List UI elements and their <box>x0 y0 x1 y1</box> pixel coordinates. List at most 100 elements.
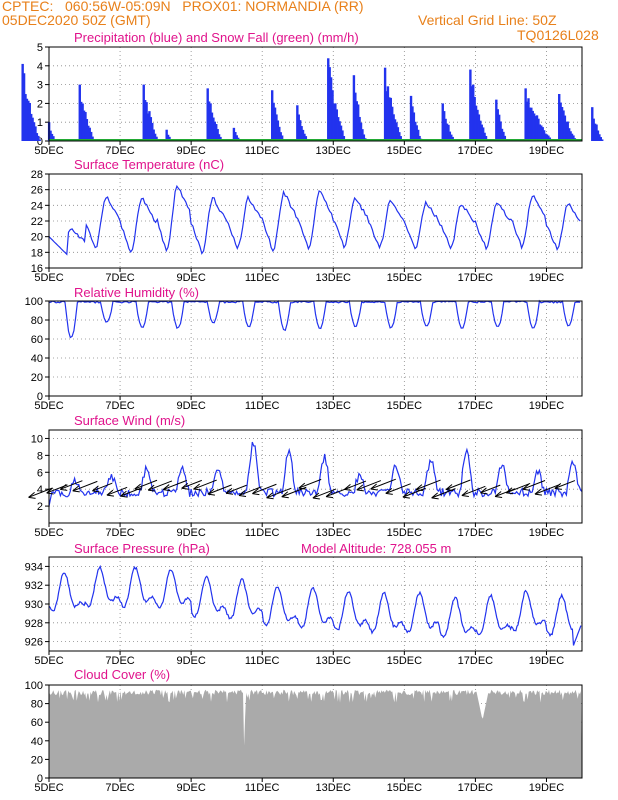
precip-bar <box>503 135 507 141</box>
precip-bar <box>91 136 94 141</box>
precip-bar <box>25 98 29 141</box>
precip-bar <box>142 84 145 141</box>
precip-bar <box>206 88 209 141</box>
wind-arrow-head <box>266 492 274 500</box>
temperature-ytick-label: 28 <box>31 169 43 181</box>
precip-bar <box>298 120 302 141</box>
humidity-xtick-label: 15DEC <box>387 400 423 412</box>
wind-arrow <box>505 482 531 494</box>
wind-arrow-head <box>461 490 469 497</box>
precip-bar <box>278 126 281 141</box>
pressure-xtick-label: 15DEC <box>387 655 423 667</box>
precip-bar <box>409 95 413 141</box>
precip-bar <box>166 134 170 141</box>
temperature-xtick-label: 7DEC <box>105 272 134 284</box>
pressure-ytick-label: 928 <box>25 618 43 630</box>
precip-bar <box>570 133 574 141</box>
precip-bar <box>596 130 600 141</box>
precip-title: Precipitation (blue) and Snow Fall (gree… <box>74 30 359 45</box>
cloud-xtick-label: 17DEC <box>458 782 494 794</box>
precip-ytick-label: 2 <box>37 98 43 110</box>
precip-bar <box>480 124 483 141</box>
temperature-xtick-label: 5DEC <box>34 272 63 284</box>
wind-arrow-head <box>72 485 80 493</box>
precip-bar <box>49 130 52 141</box>
wind-arrow <box>60 480 83 490</box>
precip-bar <box>395 122 398 141</box>
precip-bar <box>524 88 527 141</box>
precip-bar <box>479 120 482 141</box>
wind-arrow <box>147 480 173 491</box>
precip-bar <box>538 124 542 141</box>
precip-bar <box>572 135 575 141</box>
humidity-xtick-label: 11DEC <box>245 400 280 412</box>
cloud-xtick-label: 13DEC <box>316 782 352 794</box>
precip-bar <box>88 127 91 141</box>
wind-arrow-head <box>312 492 320 500</box>
cloud-ytick-label: 60 <box>31 717 43 729</box>
precip-bar <box>148 111 151 141</box>
precip-bar <box>297 114 300 141</box>
wind-arrow-head <box>162 484 171 492</box>
precip-bar <box>356 104 360 141</box>
precip-bar <box>560 107 564 141</box>
precip-bar <box>415 125 418 141</box>
wind-arrow-head <box>120 490 128 498</box>
header-location: CPTEC: 060:56W-05:09N PROX01: NORMANDIA … <box>2 0 364 14</box>
wind-arrow-head <box>402 491 410 499</box>
precip-ytick-label: 1 <box>37 117 43 129</box>
cloud-xtick-label: 9DEC <box>176 782 205 794</box>
temperature-xtick-label: 9DEC <box>176 272 205 284</box>
precip-bar <box>303 133 306 141</box>
humidity-line <box>48 299 581 339</box>
pressure-title: Surface Pressure (hPa) <box>74 541 210 556</box>
wind-arrow-head <box>445 484 454 491</box>
wind-arrow <box>370 478 396 490</box>
pressure-frame <box>48 556 583 652</box>
precip-bar <box>563 115 567 141</box>
precip-ytick-label: 0 <box>37 136 43 148</box>
wind-arrow-head <box>344 484 352 491</box>
precip-bar <box>593 123 597 141</box>
precip-bar <box>85 119 89 141</box>
wind-xtick-label: 7DEC <box>105 527 134 539</box>
wind-arrow <box>72 480 98 492</box>
header-model-id: TQ0126L028 <box>517 27 599 43</box>
precip-bar <box>50 133 54 141</box>
wind-arrow <box>163 479 188 491</box>
precip-bar <box>235 135 238 141</box>
precip-bar <box>84 112 87 141</box>
wind-xtick-label: 13DEC <box>316 527 352 539</box>
pressure-ytick-label: 926 <box>25 637 43 649</box>
precip-bar <box>270 90 274 141</box>
precip-bar <box>500 128 504 141</box>
temperature-ytick-label: 22 <box>31 216 43 228</box>
precip-bar <box>592 118 595 141</box>
wind-arrow <box>193 479 217 490</box>
precip-bar <box>595 124 598 141</box>
temperature-frame <box>48 173 583 269</box>
precip-bar <box>212 117 215 141</box>
pressure-xtick-label: 9DEC <box>176 655 205 667</box>
precip-bar <box>332 103 336 141</box>
precip-bar <box>342 136 346 141</box>
precip-bar <box>87 125 90 141</box>
header-datetime: 05DEC2020 50Z (GMT) <box>2 12 151 28</box>
precip-bar <box>481 127 485 141</box>
precip-bar <box>152 129 155 141</box>
precip-bar <box>82 110 86 141</box>
precip-bar <box>601 139 604 141</box>
precip-bar <box>341 130 344 141</box>
humidity-ytick-label: 100 <box>25 296 43 308</box>
pressure-xtick-label: 13DEC <box>316 655 352 667</box>
precip-bar <box>483 132 486 141</box>
precip-bar <box>38 139 41 141</box>
wind-xtick-label: 15DEC <box>387 527 423 539</box>
wind-arrow <box>312 488 337 499</box>
precip-bar <box>361 129 364 141</box>
wind-arrow-head <box>385 488 393 495</box>
cloud-frame <box>48 684 583 779</box>
precip-bar <box>28 102 31 141</box>
precip-bar <box>535 115 539 141</box>
precip-bar <box>559 102 562 141</box>
